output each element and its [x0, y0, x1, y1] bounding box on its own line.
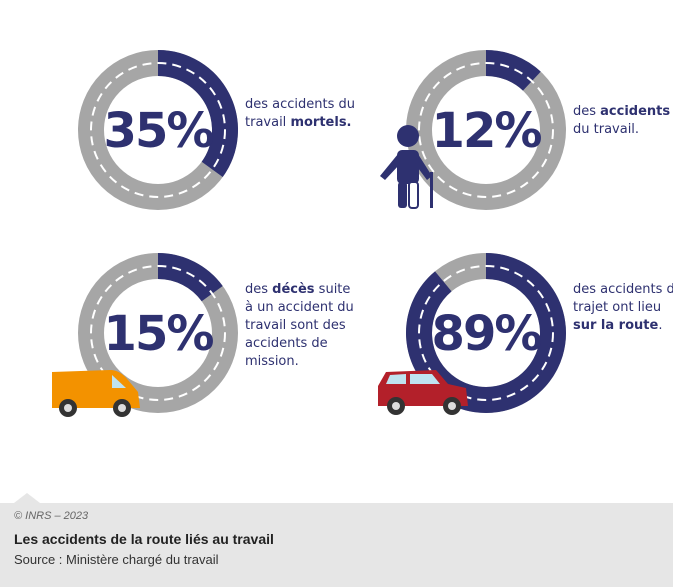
person-icon: [380, 125, 433, 209]
van-icon: [52, 370, 140, 417]
ring-dashes: [90, 265, 226, 401]
description-part: suite à un accident du travail sont des …: [245, 282, 354, 369]
ring-value: [485, 50, 541, 92]
footer-source: Source : Ministère chargé du travail: [14, 552, 219, 567]
description-part: décès: [272, 282, 315, 297]
ring-dashes: [418, 62, 554, 198]
footer-notch: [14, 493, 40, 503]
ring-dashes: [418, 265, 554, 401]
description-part: des accidents de trajet ont lieu: [573, 282, 673, 315]
ring-value: [157, 253, 223, 302]
footer-title: Les accidents de la route liés au travai…: [14, 531, 274, 547]
value-label: 35%: [104, 103, 214, 159]
description-part: sur la route: [573, 318, 659, 333]
description-part: .: [658, 318, 663, 333]
description-part: des accidents du travail: [245, 97, 356, 130]
rings: 35% 12% 15% 89%: [78, 50, 566, 413]
credit: © INRS – 2023: [14, 510, 89, 522]
footer: © INRS – 2023 Les accidents de la route …: [0, 503, 673, 587]
description-part: mortels.: [290, 115, 352, 130]
description: des décès suite à un accident du travail…: [245, 281, 357, 371]
value-label: 15%: [104, 306, 214, 362]
ring-dashes: [90, 62, 226, 198]
infographic: 35% 12% 15% 89%: [52, 50, 566, 417]
description: des accidents du travail mortels.: [245, 96, 357, 132]
description-part: des: [245, 282, 273, 297]
description: des accidents de trajet ont lieu sur la …: [573, 281, 673, 335]
value-label: 89%: [432, 306, 542, 362]
value-label: 12%: [432, 103, 542, 159]
description-part: accidents: [600, 104, 671, 119]
description-part: du travail.: [573, 122, 640, 137]
description: des accidents du travail.: [573, 103, 673, 139]
description-part: des: [573, 104, 601, 119]
car-icon: [378, 370, 468, 415]
